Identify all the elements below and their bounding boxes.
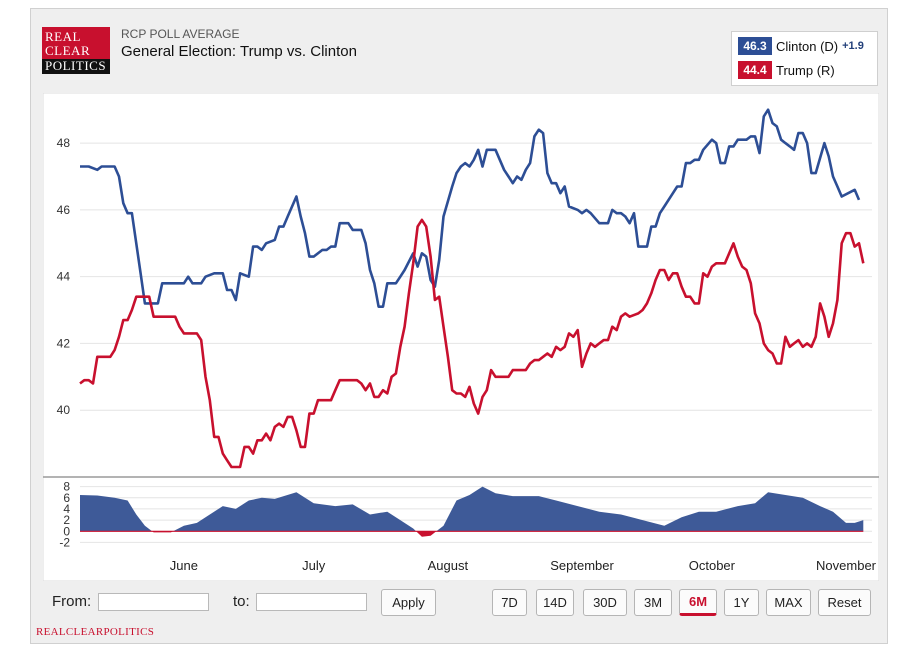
legend-item-trump[interactable]: 44.4 Trump (R) bbox=[738, 61, 835, 79]
legend-name-clinton: Clinton (D) bbox=[776, 38, 839, 54]
page-title: General Election: Trump vs. Clinton bbox=[121, 43, 357, 60]
x-tick-label: June bbox=[170, 558, 198, 573]
x-tick-label: August bbox=[428, 558, 469, 573]
legend-value-trump: 44.4 bbox=[738, 61, 772, 79]
x-tick-label: July bbox=[302, 558, 326, 573]
from-label: From: bbox=[52, 593, 92, 610]
spread-y-tick-label: 6 bbox=[63, 491, 70, 505]
reset-button[interactable]: Reset bbox=[818, 589, 871, 616]
apply-button[interactable]: Apply bbox=[381, 589, 436, 616]
spread-y-tick-label: 4 bbox=[63, 502, 70, 516]
x-tick-label: September bbox=[550, 558, 614, 573]
legend-spread: +1.9 bbox=[842, 40, 864, 52]
y-tick-label: 42 bbox=[57, 336, 71, 350]
legend-item-clinton[interactable]: 46.3 Clinton (D) +1.9 bbox=[738, 37, 864, 55]
spread-y-tick-label: -2 bbox=[59, 535, 70, 549]
clinton-line bbox=[80, 108, 861, 308]
realclearpolitics-logo[interactable]: REAL CLEAR POLITICS bbox=[42, 27, 110, 74]
y-tick-label: 44 bbox=[57, 270, 71, 284]
legend-name-trump: Trump (R) bbox=[776, 62, 835, 78]
range-1y-button[interactable]: 1Y bbox=[724, 589, 759, 616]
from-date-input[interactable] bbox=[98, 593, 209, 611]
spread-area-positive bbox=[80, 486, 864, 532]
range-max-button[interactable]: MAX bbox=[766, 589, 811, 616]
poll-label: RCP POLL AVERAGE bbox=[121, 27, 240, 41]
trump-line bbox=[79, 218, 865, 469]
spread-y-tick-label: 8 bbox=[63, 480, 70, 494]
y-tick-label: 40 bbox=[57, 403, 71, 417]
footer-brand: REALCLEARPOLITICS bbox=[36, 626, 155, 638]
legend-value-clinton: 46.3 bbox=[738, 37, 772, 55]
range-6m-button[interactable]: 6M bbox=[679, 589, 717, 616]
range-7d-button[interactable]: 7D bbox=[492, 589, 527, 616]
logo-line-1: REAL bbox=[45, 29, 81, 44]
to-label: to: bbox=[233, 593, 250, 610]
logo-line-2: CLEAR bbox=[45, 43, 91, 58]
range-14d-button[interactable]: 14D bbox=[536, 589, 574, 616]
logo-line-3: POLITICS bbox=[45, 58, 107, 73]
y-tick-label: 46 bbox=[57, 203, 71, 217]
range-30d-button[interactable]: 30D bbox=[583, 589, 627, 616]
x-tick-label: November bbox=[816, 558, 877, 573]
range-3m-button[interactable]: 3M bbox=[634, 589, 672, 616]
x-tick-label: October bbox=[689, 558, 736, 573]
chart-legend: 46.3 Clinton (D) +1.9 44.4 Trump (R) bbox=[731, 31, 878, 86]
spread-y-tick-label: 0 bbox=[63, 524, 70, 538]
spread-y-tick-label: 2 bbox=[63, 513, 70, 527]
to-date-input[interactable] bbox=[256, 593, 367, 611]
y-tick-label: 48 bbox=[57, 136, 71, 150]
